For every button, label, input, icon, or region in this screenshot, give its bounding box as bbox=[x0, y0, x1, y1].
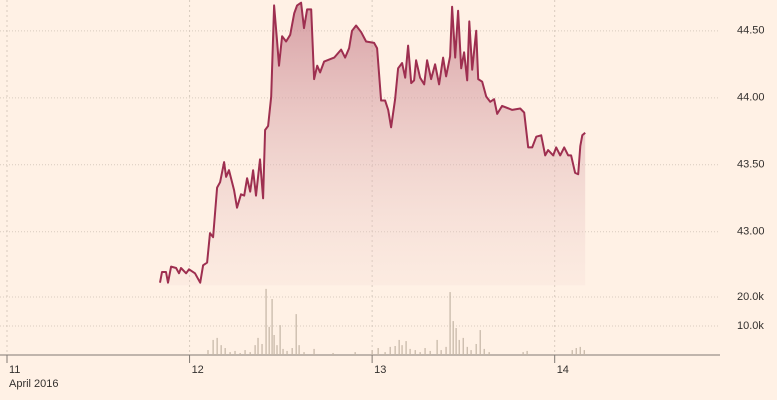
y-tick-label: 43.50 bbox=[737, 159, 765, 171]
volume-bar bbox=[332, 352, 334, 355]
volume-bar bbox=[276, 345, 278, 355]
y-tick-label: 44.50 bbox=[737, 25, 765, 37]
volume-bar bbox=[273, 334, 275, 355]
volume-bar bbox=[470, 350, 472, 355]
x-tick-label: 13 bbox=[374, 364, 386, 376]
volume-bar bbox=[445, 346, 447, 355]
volume-bar bbox=[479, 330, 481, 355]
volume-bar bbox=[483, 348, 485, 355]
x-tick-label: 11 bbox=[9, 364, 20, 376]
volume-bar bbox=[257, 337, 259, 355]
volume-bar bbox=[229, 352, 231, 355]
volume-bar bbox=[455, 328, 457, 355]
price-line bbox=[159, 1, 586, 284]
x-axis-sublabel: April 2016 bbox=[9, 378, 59, 390]
volume-bar bbox=[429, 350, 431, 355]
volume-bar bbox=[440, 350, 442, 355]
volume-bar bbox=[271, 299, 273, 355]
volume-bar bbox=[452, 321, 454, 355]
volume-bar bbox=[424, 348, 426, 355]
volume-bar bbox=[279, 325, 281, 355]
volume-bar bbox=[234, 350, 236, 355]
volume-bar bbox=[398, 339, 400, 355]
volume-bar bbox=[254, 345, 256, 355]
volume-bar bbox=[575, 348, 577, 355]
volume-bar bbox=[298, 345, 300, 355]
volume-bar bbox=[220, 345, 222, 355]
volume-bar bbox=[313, 348, 315, 355]
volume-bar bbox=[394, 346, 396, 355]
volume-bar bbox=[449, 292, 451, 355]
volume-bar bbox=[405, 341, 407, 355]
volume-bar bbox=[458, 339, 460, 355]
price-area bbox=[160, 2, 586, 286]
y-tick-label: 44.00 bbox=[737, 92, 765, 104]
volume-bar bbox=[291, 348, 293, 355]
volume-bar bbox=[224, 348, 226, 355]
volume-bar bbox=[462, 337, 464, 355]
volume-bar bbox=[268, 326, 270, 355]
x-tick-label: 12 bbox=[192, 364, 204, 376]
volume-bar bbox=[401, 345, 403, 355]
volume-bar bbox=[583, 350, 585, 355]
volume-bar bbox=[244, 350, 246, 355]
volume-bar bbox=[377, 348, 379, 355]
volume-bar bbox=[384, 352, 386, 355]
volume-bar bbox=[354, 352, 356, 355]
volume-bar bbox=[571, 350, 573, 355]
y-tick-label: 43.00 bbox=[737, 226, 765, 238]
volume-bar bbox=[286, 350, 288, 355]
volume-bar bbox=[579, 346, 581, 355]
volume-bar bbox=[212, 339, 214, 355]
volume-bar bbox=[526, 350, 528, 355]
volume-bar bbox=[239, 352, 241, 355]
volume-bar bbox=[371, 350, 373, 355]
volume-bar bbox=[265, 288, 267, 355]
volume-bar bbox=[488, 352, 490, 355]
y2-tick-label: 10.0k bbox=[737, 320, 764, 332]
volume-bar bbox=[216, 337, 218, 355]
y2-tick-label: 20.0k bbox=[737, 291, 764, 303]
volume-bar bbox=[522, 352, 524, 355]
volume-bar bbox=[207, 350, 209, 355]
volume-bar bbox=[389, 346, 391, 355]
volume-bar bbox=[436, 339, 438, 355]
volume-bar bbox=[409, 348, 411, 355]
volume-bar bbox=[295, 314, 297, 355]
volume-bar bbox=[475, 343, 477, 355]
volume-bar bbox=[249, 352, 251, 355]
volume-bar bbox=[303, 352, 305, 355]
volume-bar bbox=[282, 348, 284, 355]
x-tick-label: 14 bbox=[557, 364, 569, 376]
volume-bar bbox=[414, 350, 416, 355]
volume-bar bbox=[419, 352, 421, 355]
volume-bar bbox=[261, 343, 263, 355]
volume-bar bbox=[466, 346, 468, 355]
